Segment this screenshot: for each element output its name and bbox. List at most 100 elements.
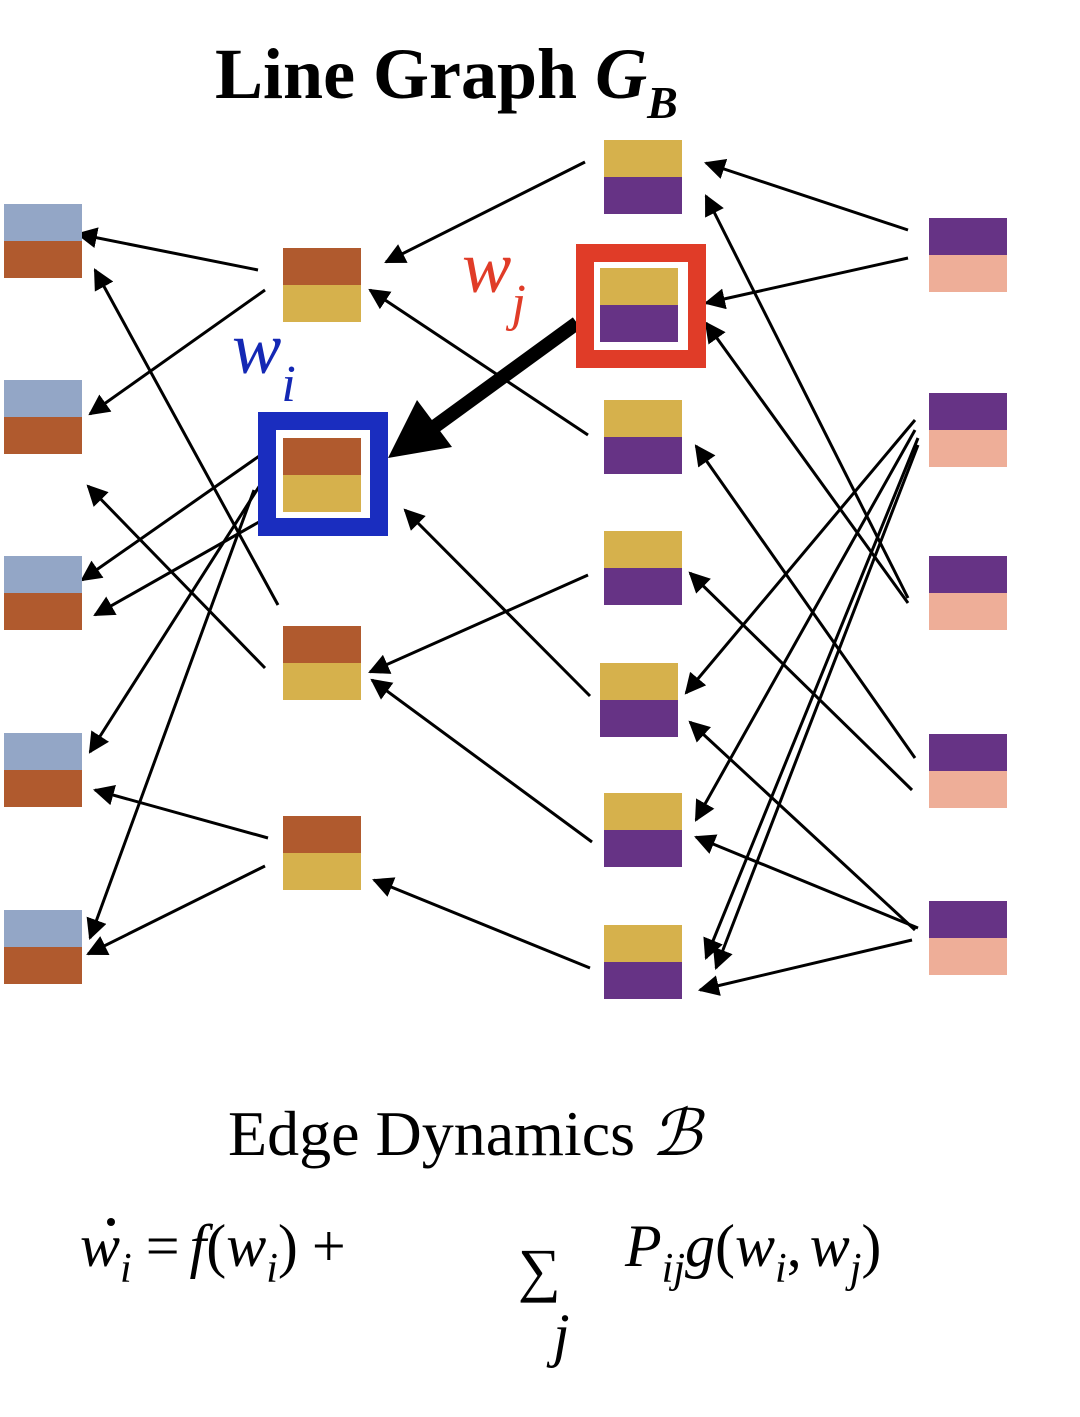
- edge-arrow-19: [704, 194, 910, 599]
- node-top-half: [604, 140, 682, 177]
- edge-arrows: [75, 158, 920, 996]
- node-top-half: [604, 531, 682, 568]
- edge-dynamics-equation: wi = f(wi) + ∑ j Pijg(wi, wj): [80, 1213, 881, 1368]
- node-top-half: [604, 400, 682, 437]
- node-bottom-half: [929, 430, 1007, 467]
- node-column-3-6: [604, 793, 682, 867]
- node-bottom-half: [4, 947, 82, 984]
- coupling-arrow-head: [388, 400, 452, 458]
- eq-sum-index: j: [546, 1302, 570, 1368]
- svg-text:Line Graph GB: Line Graph GB: [215, 34, 678, 128]
- node-bottom-half: [600, 700, 678, 737]
- edge-arrow-21: [684, 419, 917, 695]
- node-bottom-half: [604, 177, 682, 214]
- edge-arrow-29: [697, 938, 913, 996]
- svg-text:wi=f(wi)+: wi = f(wi) +: [80, 1213, 346, 1292]
- eq-lhs-w: w: [80, 1213, 120, 1279]
- node-top-half: [929, 393, 1007, 430]
- node-column-2-1: [283, 248, 361, 322]
- edge-arrow-23: [703, 437, 920, 960]
- node-top-half: [283, 626, 361, 663]
- line-graph-nodes: [4, 140, 1007, 999]
- node-column-3-5: [600, 663, 678, 737]
- wj-label-subscript: j: [505, 275, 525, 332]
- edge-arrow-13: [368, 573, 589, 674]
- node-column-4-1: [929, 218, 1007, 292]
- node-bottom-half: [604, 437, 682, 474]
- eq-open-paren: (: [206, 1213, 226, 1279]
- svg-text:Pijg(wi,wj): Pijg(wi, wj): [624, 1213, 881, 1292]
- coupling-arrow-shaft: [425, 317, 582, 436]
- node-top-half: [4, 380, 82, 417]
- wi-label-subscript: i: [281, 356, 295, 413]
- node-top-half: [604, 925, 682, 962]
- node-top-half: [4, 556, 82, 593]
- node-top-half: [600, 663, 678, 700]
- node-column-3-7: [604, 925, 682, 999]
- node-top-half: [600, 268, 678, 305]
- node-top-half: [283, 438, 361, 475]
- title-main: Line Graph: [215, 34, 595, 114]
- caption: Edge Dynamics ℬ: [228, 1098, 706, 1169]
- edge-arrow-16: [372, 877, 591, 970]
- eq-f-arg-sub: i: [266, 1246, 278, 1292]
- node-bottom-half: [4, 241, 82, 278]
- time-derivative-dot: [107, 1218, 115, 1226]
- diagram-title: Line Graph GB: [215, 34, 678, 128]
- svg-text:wi: wi: [232, 308, 296, 413]
- node-bottom-half: [604, 830, 682, 867]
- eq-lhs-sub: i: [120, 1246, 132, 1292]
- node-bottom-half: [604, 962, 682, 999]
- node-bottom-half: [283, 475, 361, 512]
- node-column-2-4: [283, 816, 361, 890]
- node-column-3-4: [604, 531, 682, 605]
- node-column-4-5: [929, 901, 1007, 975]
- node-top-half: [4, 204, 82, 241]
- node-top-half: [929, 734, 1007, 771]
- node-bottom-half: [604, 568, 682, 605]
- node-bottom-half: [283, 285, 361, 322]
- eq-g-arg1-sub: i: [775, 1246, 787, 1292]
- node-bottom-half: [929, 771, 1007, 808]
- node-top-half: [929, 901, 1007, 938]
- edge-arrow-10: [86, 864, 266, 956]
- node-column-1-2: [4, 380, 82, 454]
- edge-arrow-6: [88, 459, 278, 754]
- edge-arrow-11: [384, 160, 586, 264]
- edge-arrow-12: [368, 288, 589, 437]
- edge-arrow-8: [86, 489, 256, 940]
- node-top-half: [929, 218, 1007, 255]
- wi-label-base: w: [232, 308, 281, 390]
- eq-g-arg2-sub: j: [845, 1246, 862, 1292]
- edge-arrow-22: [694, 429, 917, 822]
- caption-symbol: ℬ: [651, 1098, 706, 1169]
- node-bottom-half: [4, 417, 82, 454]
- eq-g-close: ): [861, 1213, 881, 1279]
- edge-arrow-27: [688, 720, 917, 932]
- edge-arrow-1: [75, 227, 259, 272]
- node-bottom-half: [929, 593, 1007, 630]
- node-top-half: [283, 816, 361, 853]
- eq-sum-symbol: ∑: [518, 1237, 561, 1303]
- node-column-1-5: [4, 910, 82, 984]
- edge-arrow-14: [403, 508, 592, 698]
- wi-label: wi: [232, 308, 296, 413]
- edge-arrow-24: [713, 444, 920, 970]
- title-subscript: B: [646, 77, 678, 128]
- node-column-3-3: [604, 400, 682, 474]
- node-column-2-2: [283, 438, 361, 512]
- node-top-half: [283, 248, 361, 285]
- edge-arrow-9: [92, 784, 269, 840]
- eq-P-sub: ij: [662, 1246, 685, 1292]
- node-column-4-4: [929, 734, 1007, 808]
- node-top-half: [604, 793, 682, 830]
- node-bottom-half: [4, 770, 82, 807]
- eq-plus: +: [312, 1213, 346, 1279]
- edge-arrow-28: [694, 834, 919, 930]
- node-bottom-half: [600, 305, 678, 342]
- svg-text:wj: wj: [462, 227, 526, 332]
- edge-arrow-7: [93, 516, 267, 617]
- eq-g: g: [685, 1213, 715, 1279]
- svg-text:Edge Dynamics ℬ: Edge Dynamics ℬ: [228, 1098, 706, 1169]
